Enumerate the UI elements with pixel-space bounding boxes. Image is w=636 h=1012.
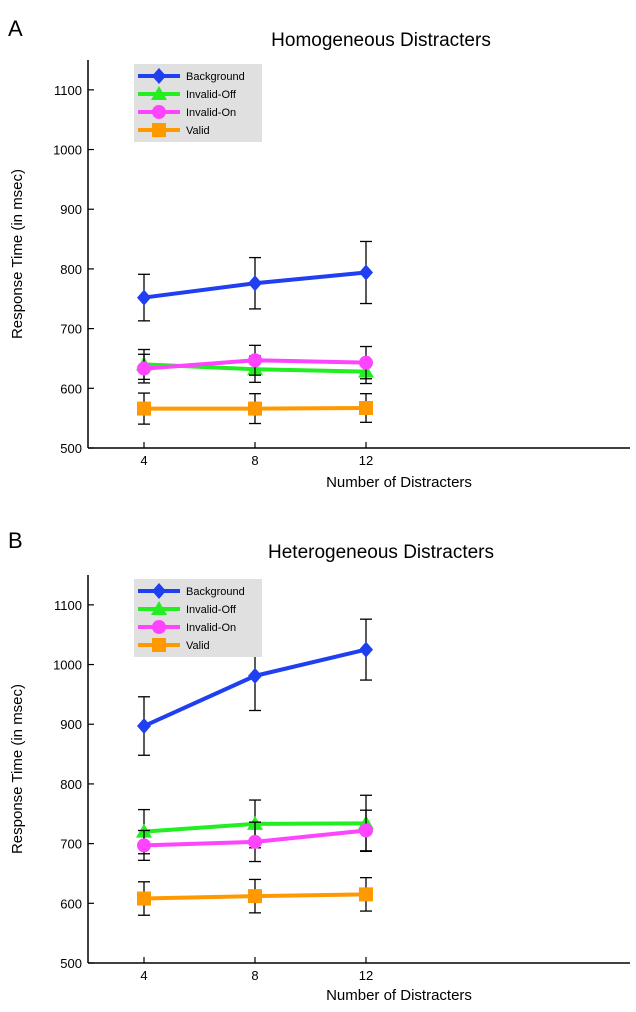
- data-point: [248, 275, 262, 292]
- series-invalid-on: [137, 344, 373, 384]
- panel-letter: A: [8, 16, 23, 41]
- legend-marker: [152, 583, 166, 599]
- legend-marker: [151, 601, 167, 615]
- data-point: [137, 289, 151, 306]
- series-valid: [137, 392, 373, 425]
- data-point: [248, 834, 262, 849]
- data-point: [359, 264, 373, 281]
- y-tick-label: 1100: [54, 83, 82, 98]
- y-tick-label: 600: [60, 381, 82, 396]
- data-point: [248, 889, 262, 904]
- data-point: [137, 891, 151, 906]
- x-axis-label: Number of Distracters: [326, 474, 472, 491]
- legend-marker: [152, 638, 166, 652]
- y-tick-label: 1000: [53, 143, 82, 158]
- y-tick-label: 800: [60, 262, 82, 277]
- y-tick-label: 500: [60, 956, 82, 971]
- data-point: [359, 887, 373, 902]
- legend-label: Valid: [186, 125, 210, 137]
- y-axis-label: Response Time (in msec): [9, 684, 26, 854]
- chart-svg-a: A Homogeneous Distracters 500 600 700 800 900 1…: [8, 16, 630, 491]
- data-point: [359, 641, 373, 658]
- legend: Background Invalid-Off Invalid-On Valid: [134, 64, 262, 142]
- y-tick-label: 1000: [53, 658, 82, 673]
- y-tick-label: 900: [60, 202, 82, 217]
- series-background: [137, 240, 373, 322]
- chart-svg-b: B Heterogeneous Distracters 500 600 700 800 90…: [8, 528, 630, 1004]
- legend-marker: [152, 105, 166, 119]
- x-axis-label: Number of Distracters: [326, 987, 472, 1004]
- panel-letter: B: [8, 528, 23, 553]
- y-tick-label: 800: [60, 777, 82, 792]
- legend-label: Invalid-Off: [186, 604, 237, 616]
- legend-label: Invalid-On: [186, 107, 236, 119]
- y-axis-label: Response Time (in msec): [9, 169, 26, 339]
- legend-label: Invalid-Off: [186, 89, 237, 101]
- x-tick-label: 8: [251, 453, 258, 468]
- chart-title: Homogeneous Distracters: [271, 30, 491, 51]
- legend-marker: [152, 68, 166, 84]
- y-tick-label: 700: [60, 322, 82, 337]
- data-point: [359, 401, 373, 416]
- legend-label: Background: [186, 71, 245, 83]
- legend-label: Background: [186, 586, 245, 598]
- data-point: [248, 667, 262, 684]
- series-valid: [137, 876, 373, 916]
- legend-marker: [152, 620, 166, 634]
- chart-panel-b: B Heterogeneous Distracters 500 600 700 800 90…: [0, 520, 636, 1007]
- series-background: [137, 618, 373, 756]
- legend-marker: [151, 86, 167, 100]
- x-tick-label: 8: [251, 968, 258, 983]
- y-tick-label: 700: [60, 837, 82, 852]
- y-tick-label: 900: [60, 717, 82, 732]
- legend: Background Invalid-Off Invalid-On Valid: [134, 579, 262, 657]
- x-tick-label: 4: [140, 968, 147, 983]
- y-tick-label: 1100: [54, 598, 82, 613]
- y-tick-label: 600: [60, 896, 82, 911]
- series-invalid-on: [137, 809, 373, 863]
- data-point: [359, 355, 373, 370]
- x-tick-label: 4: [140, 453, 147, 468]
- data-point: [248, 401, 262, 416]
- legend-label: Valid: [186, 640, 210, 652]
- data-point: [137, 401, 151, 416]
- legend-label: Invalid-On: [186, 622, 236, 634]
- chart-panel-a: A Homogeneous Distracters 500 600 700 800 900 1…: [0, 0, 636, 500]
- chart-title: Heterogeneous Distracters: [268, 542, 494, 563]
- data-point: [137, 718, 151, 735]
- data-point: [137, 838, 151, 853]
- data-point: [359, 823, 373, 838]
- y-tick-label: 500: [60, 441, 82, 456]
- data-point: [137, 361, 151, 376]
- data-point: [248, 353, 262, 368]
- x-tick-label: 12: [359, 453, 373, 468]
- x-tick-label: 12: [359, 968, 373, 983]
- legend-marker: [152, 123, 166, 137]
